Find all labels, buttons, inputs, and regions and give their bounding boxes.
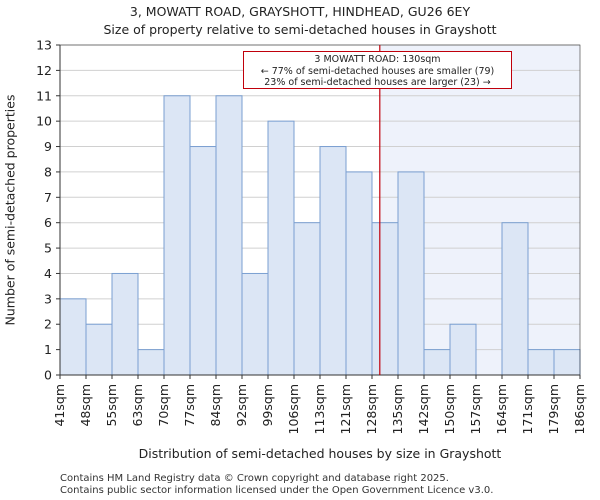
x-tick-label: 84sqm [208, 384, 223, 427]
y-tick-label: 1 [44, 342, 52, 357]
chart-subtitle: Size of property relative to semi-detach… [103, 22, 497, 37]
x-tick-label: 55sqm [104, 384, 119, 427]
x-tick-label: 99sqm [260, 384, 275, 427]
y-tick-label: 0 [44, 368, 52, 383]
chart-title: 3, MOWATT ROAD, GRAYSHOTT, HINDHEAD, GU2… [129, 4, 471, 19]
bar [293, 222, 321, 376]
y-tick-label: 10 [36, 114, 52, 129]
bar [423, 349, 451, 376]
bar [501, 222, 529, 376]
annotation-box: 3 MOWATT ROAD: 130sqm ← 77% of semi-deta… [243, 51, 512, 89]
annotation-line-2: ← 77% of semi-detached houses are smalle… [260, 65, 495, 77]
y-tick-label: 4 [44, 266, 52, 281]
x-tick-label: 121sqm [338, 384, 353, 434]
x-axis-label: Distribution of semi-detached houses by … [138, 446, 502, 461]
x-tick-label: 92sqm [234, 384, 249, 427]
x-tick-label: 186sqm [572, 384, 587, 434]
y-tick-label: 9 [44, 139, 52, 154]
y-tick-label: 7 [44, 190, 52, 205]
x-tick-label: 63sqm [130, 384, 145, 427]
bar [345, 171, 373, 376]
x-tick-label: 179sqm [546, 384, 561, 434]
bar [371, 222, 399, 376]
bar [267, 120, 295, 376]
footer-line-2: Contains public sector information licen… [60, 485, 494, 496]
bar [85, 323, 113, 376]
bar [397, 171, 425, 376]
x-tick-label: 164sqm [494, 384, 509, 434]
bar [189, 146, 217, 376]
bar [59, 298, 87, 376]
y-tick-label: 3 [44, 291, 52, 306]
x-tick-label: 157sqm [468, 384, 483, 434]
x-tick-label: 128sqm [364, 384, 379, 434]
x-tick-label: 171sqm [520, 384, 535, 434]
x-tick-label: 113sqm [312, 384, 327, 434]
x-tick-label: 41sqm [52, 384, 67, 427]
y-tick-label: 13 [36, 38, 52, 53]
footer-line-1: Contains HM Land Registry data © Crown c… [60, 473, 449, 484]
x-tick-label: 135sqm [390, 384, 405, 434]
bar [137, 349, 165, 376]
y-tick-label: 12 [36, 63, 52, 78]
annotation-line-1: 3 MOWATT ROAD: 130sqm [314, 54, 441, 65]
bar [241, 272, 269, 376]
bar [319, 146, 347, 376]
y-tick-label: 11 [36, 88, 52, 103]
bar [449, 323, 477, 376]
bar [111, 272, 139, 376]
x-tick-label: 70sqm [156, 384, 171, 427]
bar [163, 95, 191, 376]
bar [215, 95, 243, 376]
annotation-line-3: 23% of semi-detached houses are larger (… [264, 77, 491, 88]
bar [527, 349, 555, 376]
y-tick-label: 2 [44, 317, 52, 332]
y-tick-label: 5 [44, 241, 52, 256]
x-tick-label: 142sqm [416, 384, 431, 434]
x-tick-label: 48sqm [78, 384, 93, 427]
y-tick-label: 6 [44, 215, 52, 230]
y-tick-label: 8 [44, 164, 52, 179]
bar [553, 349, 581, 376]
x-tick-label: 150sqm [442, 384, 457, 434]
x-tick-label: 106sqm [286, 384, 301, 434]
x-tick-label: 77sqm [182, 384, 197, 427]
